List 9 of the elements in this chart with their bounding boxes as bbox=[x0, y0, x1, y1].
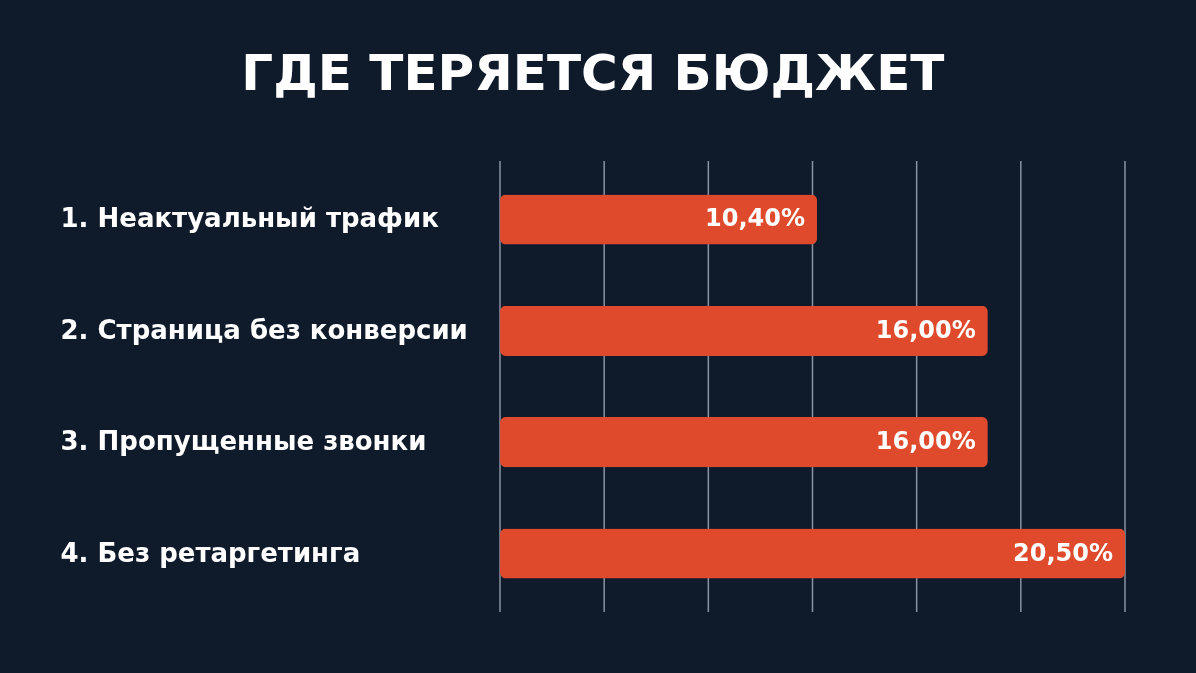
y-tick-label: 4. Без ретаргетинга bbox=[60, 537, 361, 568]
chart-title: ГДЕ ТЕРЯЕТСЯ БЮДЖЕТ bbox=[241, 44, 945, 103]
y-tick-label: 3. Пропущенные звонки bbox=[60, 426, 427, 457]
data-label: 10,40% bbox=[705, 204, 806, 233]
data-label: 16,00% bbox=[875, 315, 976, 344]
data-label: 20,50% bbox=[1013, 538, 1113, 567]
y-tick-label: 2. Страница без конверсии bbox=[60, 314, 468, 345]
data-label: 16,00% bbox=[875, 427, 976, 456]
y-tick-label: 1. Неактуальный трафик bbox=[60, 203, 440, 234]
